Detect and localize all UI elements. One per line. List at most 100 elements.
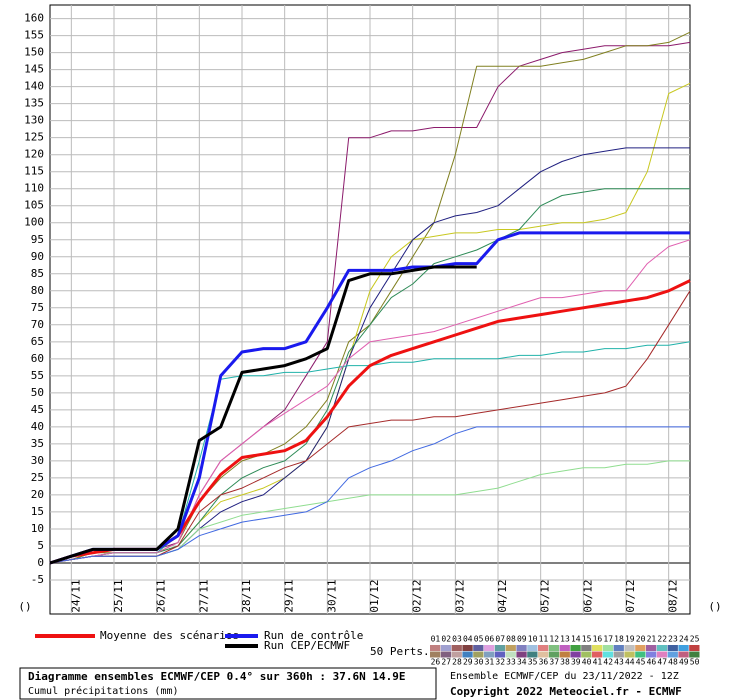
perturbation-label: 17 bbox=[603, 635, 613, 644]
perturbation-label: 49 bbox=[679, 658, 689, 667]
x-tick-label: 30/11 bbox=[325, 579, 338, 612]
perturbation-swatch bbox=[505, 645, 516, 651]
perturbation-label: 30 bbox=[474, 658, 484, 667]
chart-subtitle: Cumul précipitations (mm) bbox=[28, 685, 179, 697]
x-tick-label: 26/11 bbox=[155, 579, 168, 612]
y-tick-label: 0 bbox=[37, 556, 44, 569]
y-tick-label: 95 bbox=[31, 233, 44, 246]
perturbation-legend-label: 50 Perts. bbox=[370, 645, 430, 658]
perturbation-label: 45 bbox=[636, 658, 646, 667]
legend-label: Moyenne des scénarios bbox=[100, 629, 239, 642]
perturbation-swatch bbox=[430, 645, 441, 651]
perturbation-swatch bbox=[581, 651, 592, 658]
perturbation-swatch bbox=[538, 651, 549, 658]
y-tick-label: 120 bbox=[24, 148, 44, 161]
perturbation-swatch bbox=[678, 645, 689, 651]
perturbation-label: 15 bbox=[582, 635, 592, 644]
y-tick-label: 20 bbox=[31, 488, 44, 501]
perturbation-label: 01 bbox=[431, 635, 441, 644]
perturbation-swatch bbox=[516, 651, 527, 658]
y-tick-label: 5 bbox=[37, 539, 44, 552]
perturbation-swatch bbox=[462, 645, 473, 651]
y-tick-label: 160 bbox=[24, 12, 44, 25]
x-tick-label: 06/12 bbox=[581, 579, 594, 612]
perturbation-swatch bbox=[667, 651, 678, 658]
perturbation-swatch bbox=[656, 645, 668, 651]
perturbation-label: 29 bbox=[463, 658, 473, 667]
perturbation-swatch bbox=[689, 645, 700, 651]
y-tick-label: 85 bbox=[31, 267, 44, 280]
perturbation-label: 34 bbox=[517, 658, 527, 667]
chart-title: Diagramme ensembles ECMWF/CEP 0.4° sur 3… bbox=[28, 670, 406, 683]
perturbation-label: 02 bbox=[441, 635, 451, 644]
y-tick-label: 130 bbox=[24, 114, 44, 127]
y-tick-label: 125 bbox=[24, 131, 44, 144]
perturbation-swatch bbox=[592, 651, 603, 658]
perturbation-swatch bbox=[484, 651, 495, 658]
perturbation-label: 37 bbox=[549, 658, 559, 667]
perturbation-swatch bbox=[624, 651, 635, 658]
y-tick-label: 140 bbox=[24, 80, 44, 93]
copyright: Copyright 2022 Meteociel.fr - ECMWF bbox=[450, 685, 682, 698]
perturbation-label: 09 bbox=[517, 635, 527, 644]
y-tick-label: 150 bbox=[24, 46, 44, 59]
perturbation-swatch bbox=[635, 651, 646, 658]
x-tick-label: 02/12 bbox=[411, 579, 424, 612]
perturbation-swatch bbox=[462, 651, 473, 658]
perturbation-label: 20 bbox=[636, 635, 646, 644]
perturbation-label: 03 bbox=[452, 635, 462, 644]
perturbation-label: 10 bbox=[528, 635, 538, 644]
x-tick-label: 04/12 bbox=[496, 579, 509, 612]
perturbation-label: 14 bbox=[571, 635, 581, 644]
y-tick-label: 80 bbox=[31, 284, 44, 297]
perturbation-label: 40 bbox=[582, 658, 592, 667]
y-tick-label: 65 bbox=[31, 335, 44, 348]
perturbation-swatch bbox=[538, 645, 549, 651]
perturbation-label: 24 bbox=[679, 635, 689, 644]
perturbation-swatch bbox=[602, 651, 614, 658]
perturbation-label: 18 bbox=[614, 635, 624, 644]
y-tick-label: 75 bbox=[31, 301, 44, 314]
perturbation-label: 06 bbox=[485, 635, 495, 644]
perturbation-swatch bbox=[559, 651, 570, 658]
perturbation-label: 43 bbox=[614, 658, 624, 667]
x-tick-label: 24/11 bbox=[69, 579, 82, 612]
perturbation-swatch bbox=[451, 645, 462, 651]
y-tick-label: 100 bbox=[24, 216, 44, 229]
perturbation-swatch bbox=[613, 645, 624, 651]
perturbation-label: 48 bbox=[668, 658, 678, 667]
perturbation-label: 33 bbox=[506, 658, 516, 667]
info-box bbox=[19, 667, 437, 700]
perturbation-swatch bbox=[646, 645, 657, 651]
perturbation-label: 41 bbox=[593, 658, 603, 667]
y-tick-label: 60 bbox=[31, 352, 44, 365]
perturbation-label: 31 bbox=[485, 658, 495, 667]
y-tick-label: 30 bbox=[31, 454, 44, 467]
run-info: Ensemble ECMWF/CEP du 23/11/2022 - 12Z bbox=[450, 671, 679, 682]
y-tick-label: 155 bbox=[24, 29, 44, 42]
y-tick-label: 45 bbox=[31, 403, 44, 416]
perturbation-swatch bbox=[527, 645, 538, 651]
perturbation-label: 36 bbox=[539, 658, 549, 667]
y-tick-label: 55 bbox=[31, 369, 44, 382]
perturbation-swatch bbox=[646, 651, 657, 658]
perturbation-swatch bbox=[570, 651, 581, 658]
perturbation-swatch bbox=[667, 645, 678, 651]
perturbation-swatch bbox=[494, 651, 506, 658]
perturbation-label: 23 bbox=[668, 635, 678, 644]
perturbation-label: 11 bbox=[539, 635, 549, 644]
perturbation-swatch bbox=[624, 645, 635, 651]
perturbation-swatch bbox=[570, 645, 581, 651]
perturbation-label: 26 bbox=[431, 658, 441, 667]
perturbation-swatch bbox=[581, 645, 592, 651]
perturbation-swatch bbox=[602, 645, 614, 651]
perturbation-label: 32 bbox=[495, 658, 505, 667]
y-tick-label: 70 bbox=[31, 318, 44, 331]
y-tick-label: 35 bbox=[31, 437, 44, 450]
perturbation-label: 38 bbox=[560, 658, 570, 667]
x-tick-label: 08/12 bbox=[667, 579, 680, 612]
perturbation-label: 21 bbox=[647, 635, 657, 644]
perturbation-swatch bbox=[440, 645, 452, 651]
perturbation-swatch bbox=[451, 651, 462, 658]
perturbation-label: 19 bbox=[625, 635, 635, 644]
